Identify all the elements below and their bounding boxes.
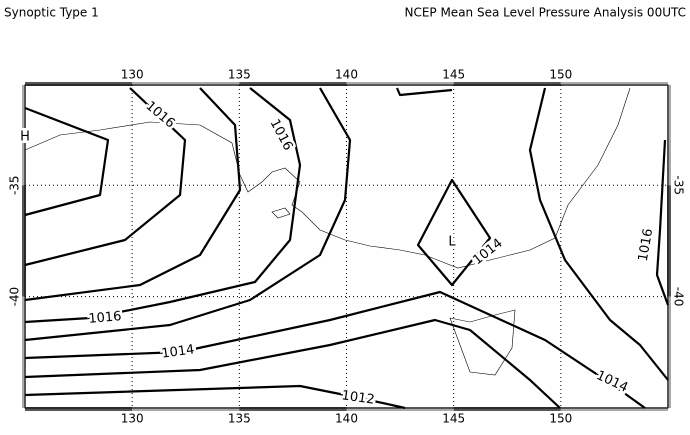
- border-bar: [560, 82, 668, 86]
- border-bar: [453, 407, 561, 411]
- isobar-label: 1014: [161, 342, 196, 361]
- border-bar: [667, 296, 671, 408]
- isobar: [655, 139, 670, 306]
- isobar: [24, 87, 302, 324]
- y-tick-label-right: -40: [672, 287, 686, 307]
- y-tick-label-right: -35: [672, 175, 686, 195]
- border-bar: [132, 407, 240, 411]
- coast-tasmania: [449, 309, 516, 376]
- isobar: [24, 87, 187, 267]
- isobar: [395, 87, 453, 97]
- isobar: [24, 290, 646, 409]
- border-bar: [25, 407, 133, 411]
- border-bar: [453, 82, 561, 86]
- border-bar: [346, 407, 454, 411]
- x-tick-label-top: 150: [549, 68, 572, 82]
- isobar-label: 1016: [88, 309, 122, 327]
- y-tick-label-left: -35: [8, 175, 22, 195]
- isobar: [528, 87, 669, 381]
- x-tick-label-bottom: 145: [442, 412, 465, 426]
- border-bar: [239, 407, 347, 411]
- isobar-label: 1014: [594, 368, 630, 396]
- border-bar: [132, 82, 240, 86]
- isobar: [24, 87, 242, 302]
- x-tick-label-bottom: 135: [228, 412, 251, 426]
- isobar: [24, 87, 352, 342]
- map-frame: [24, 84, 669, 409]
- isobar-label: 1012: [341, 388, 376, 407]
- border-bar: [667, 185, 671, 297]
- x-tick-label-top: 130: [121, 68, 144, 82]
- x-tick-label-bottom: 150: [549, 412, 572, 426]
- isobar: [24, 106, 110, 217]
- border-bar: [22, 296, 26, 408]
- y-tick-label-left: -40: [8, 287, 22, 307]
- pressure-center: L: [448, 235, 456, 250]
- title-right: NCEP Mean Sea Level Pressure Analysis 00…: [404, 6, 686, 20]
- title-left: Synoptic Type 1: [4, 6, 99, 20]
- coast-mainland: [24, 87, 631, 269]
- border-bar: [667, 85, 671, 186]
- border-bar: [22, 85, 26, 186]
- x-tick-label-bottom: 130: [121, 412, 144, 426]
- coast-island: [271, 207, 291, 219]
- isobar: [416, 178, 492, 287]
- border-bar: [346, 82, 454, 86]
- isobar: [24, 384, 406, 410]
- coastline: [24, 87, 631, 376]
- isobars: [24, 87, 670, 410]
- isobar: [24, 318, 561, 409]
- x-tick-label-top: 145: [442, 68, 465, 82]
- border-bar: [560, 407, 668, 411]
- isobar-label: 1016: [636, 227, 657, 262]
- border-bar: [239, 82, 347, 86]
- x-tick-label-top: 140: [335, 68, 358, 82]
- x-tick-label-top: 135: [228, 68, 251, 82]
- border-bar: [25, 82, 133, 86]
- border-bar: [22, 185, 26, 297]
- x-tick-label-bottom: 140: [335, 412, 358, 426]
- pressure-center: H: [20, 130, 30, 145]
